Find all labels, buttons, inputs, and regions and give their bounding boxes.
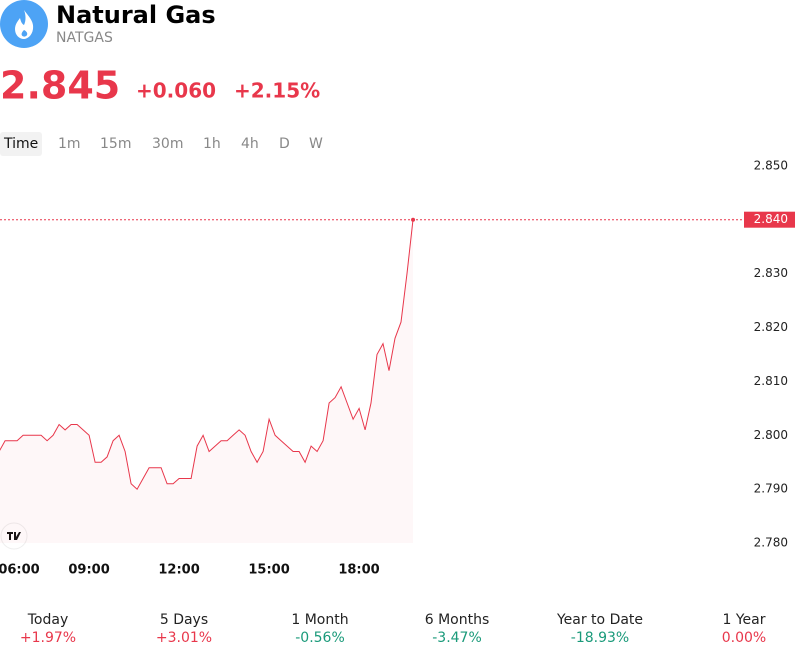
performance-value: -18.93% <box>571 630 629 646</box>
y-tick-label: 2.830 <box>754 266 788 280</box>
change-percent: +2.15% <box>234 79 320 103</box>
performance-value: -0.56% <box>295 630 345 646</box>
timeframe-button[interactable]: W <box>309 136 323 152</box>
timeframe-button[interactable]: Time <box>3 136 38 152</box>
performance-label: Today <box>27 612 69 628</box>
x-tick-label: 09:00 <box>68 563 109 578</box>
performance-value: +3.01% <box>156 630 212 646</box>
price-dot <box>411 217 416 222</box>
price-tag-label: 2.840 <box>754 212 788 226</box>
price-tag <box>744 211 795 228</box>
timeframe-button[interactable]: 30m <box>152 136 183 152</box>
performance-label: 1 Year <box>723 612 766 628</box>
timeframe-button[interactable]: 1h <box>203 136 221 152</box>
change: +0.060 <box>136 79 216 103</box>
line <box>0 219 414 490</box>
timeframe-button[interactable]: D <box>279 136 290 152</box>
logo-icon <box>15 10 34 39</box>
performance-label: 1 Month <box>291 612 348 628</box>
timeframe-button[interactable]: 1m <box>58 136 81 152</box>
timeframe-button[interactable]: 15m <box>100 136 131 152</box>
tv-logo-mark <box>7 532 21 540</box>
performance-label: 6 Months <box>425 612 490 628</box>
y-tick-label: 2.850 <box>754 158 788 172</box>
logo <box>0 0 48 48</box>
performance-value: +1.97% <box>20 630 76 646</box>
y-tick-label: 2.820 <box>754 320 788 334</box>
y-tick-label: 2.790 <box>754 482 788 496</box>
performance-label: 5 Days <box>160 612 208 628</box>
x-tick-label: 12:00 <box>158 563 199 578</box>
x-tick-label: 18:00 <box>338 563 379 578</box>
performance-label: Year to Date <box>556 612 643 628</box>
y-tick-label: 2.800 <box>754 428 788 442</box>
area <box>0 219 414 543</box>
instrument-symbol: NATGAS <box>56 30 113 46</box>
y-tick-label: 2.810 <box>754 374 788 388</box>
x-tick-label: 06:00 <box>0 563 40 578</box>
price: 2.845 <box>0 64 120 108</box>
x-tick-label: 15:00 <box>248 563 289 578</box>
performance-value: 0.00% <box>722 630 766 646</box>
y-tick-label: 2.780 <box>754 536 788 550</box>
performance-value: -3.47% <box>432 630 482 646</box>
timeframe-button[interactable]: 4h <box>241 136 259 152</box>
timeframe-active-bg <box>0 132 42 156</box>
instrument-name: Natural Gas <box>56 1 216 29</box>
